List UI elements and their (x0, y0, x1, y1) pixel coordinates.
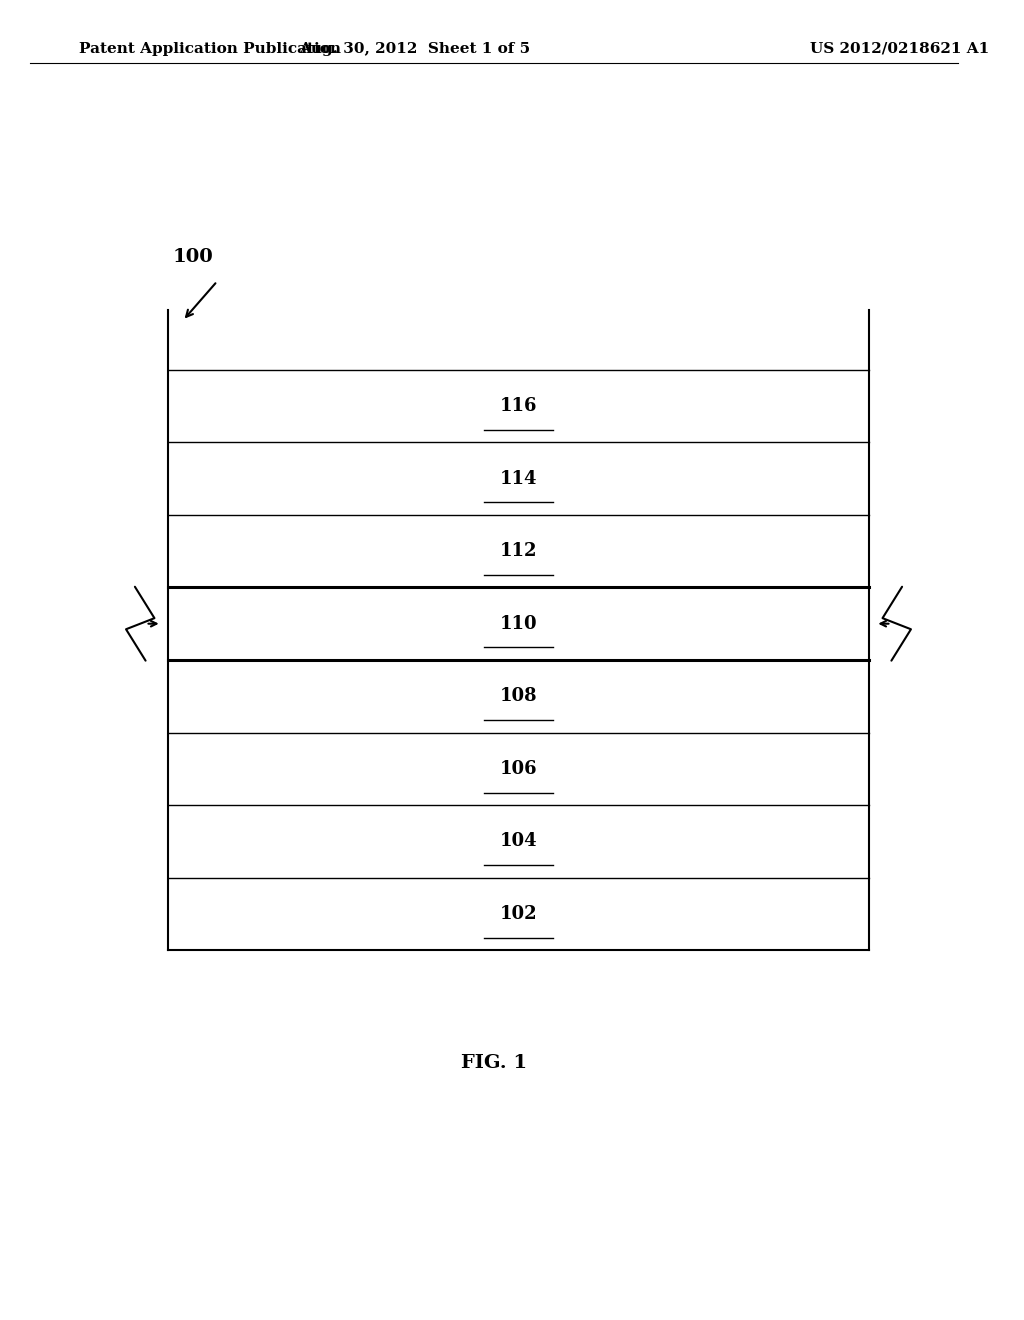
Text: 110: 110 (500, 615, 538, 632)
Text: US 2012/0218621 A1: US 2012/0218621 A1 (810, 42, 989, 55)
Text: 102: 102 (500, 906, 538, 923)
Text: Patent Application Publication: Patent Application Publication (79, 42, 341, 55)
Text: 104: 104 (500, 833, 538, 850)
Text: FIG. 1: FIG. 1 (461, 1053, 527, 1072)
Text: 112: 112 (500, 543, 538, 560)
Text: 114: 114 (500, 470, 538, 487)
Text: 100: 100 (173, 248, 214, 267)
Text: 106: 106 (500, 760, 538, 777)
Text: 116: 116 (500, 397, 538, 414)
Text: 108: 108 (500, 688, 538, 705)
Text: Aug. 30, 2012  Sheet 1 of 5: Aug. 30, 2012 Sheet 1 of 5 (299, 42, 530, 55)
